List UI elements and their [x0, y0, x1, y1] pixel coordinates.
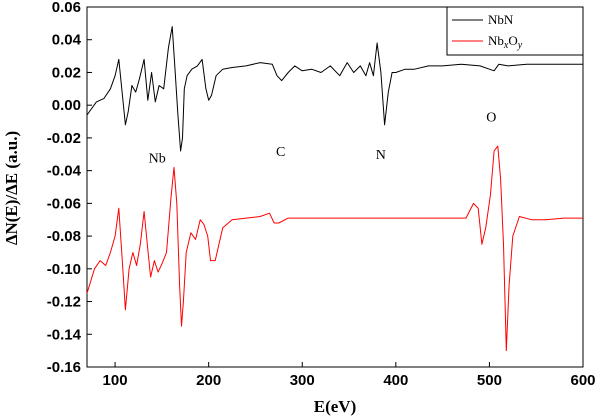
legend-label-nbn: NbN — [488, 12, 514, 27]
y-tick-label: 0.06 — [52, 0, 81, 16]
y-tick-label: -0.14 — [47, 326, 82, 343]
series-line-nbn — [86, 26, 583, 152]
y-tick-label: -0.10 — [47, 261, 81, 278]
annotation-label: C — [276, 145, 285, 160]
y-tick-label: -0.12 — [47, 294, 81, 311]
y-tick-label: -0.08 — [47, 228, 81, 245]
annotation-label: O — [486, 111, 496, 126]
x-tick-label: 300 — [290, 372, 315, 389]
annotation-label: Nb — [149, 151, 166, 166]
series-line-nbxoy — [86, 145, 583, 352]
series-group — [86, 26, 583, 352]
x-tick-label: 100 — [103, 372, 128, 389]
y-tick-label: -0.16 — [47, 359, 81, 376]
x-tick-label: 400 — [383, 372, 408, 389]
y-tick-label: -0.06 — [47, 195, 81, 212]
y-tick-label: -0.02 — [47, 130, 81, 147]
y-tick-label: 0.04 — [52, 32, 82, 49]
x-tick-label: 600 — [570, 372, 595, 389]
legend: NbN NbxOy — [446, 6, 584, 56]
y-tick-label: 0.02 — [52, 64, 81, 81]
y-axis-title: ΔN(E)/ΔE (a.u.) — [2, 131, 21, 245]
annotations: Nb C N O — [149, 111, 497, 167]
legend-label-nbxoy: NbxOy — [488, 33, 523, 51]
y-tick-label: -0.04 — [47, 163, 82, 180]
axis-ticks: 100 200 300 400 500 600 -0.16 -0.14 -0.12 -0.10 -0… — [47, 0, 596, 389]
plot-frame — [86, 6, 584, 368]
legend-box — [446, 6, 584, 56]
y-tick-label: 0.00 — [52, 97, 81, 114]
x-axis-title: E(eV) — [314, 397, 356, 416]
x-tick-label: 500 — [477, 372, 502, 389]
annotation-label: N — [376, 148, 386, 163]
x-tick-label: 200 — [196, 372, 221, 389]
